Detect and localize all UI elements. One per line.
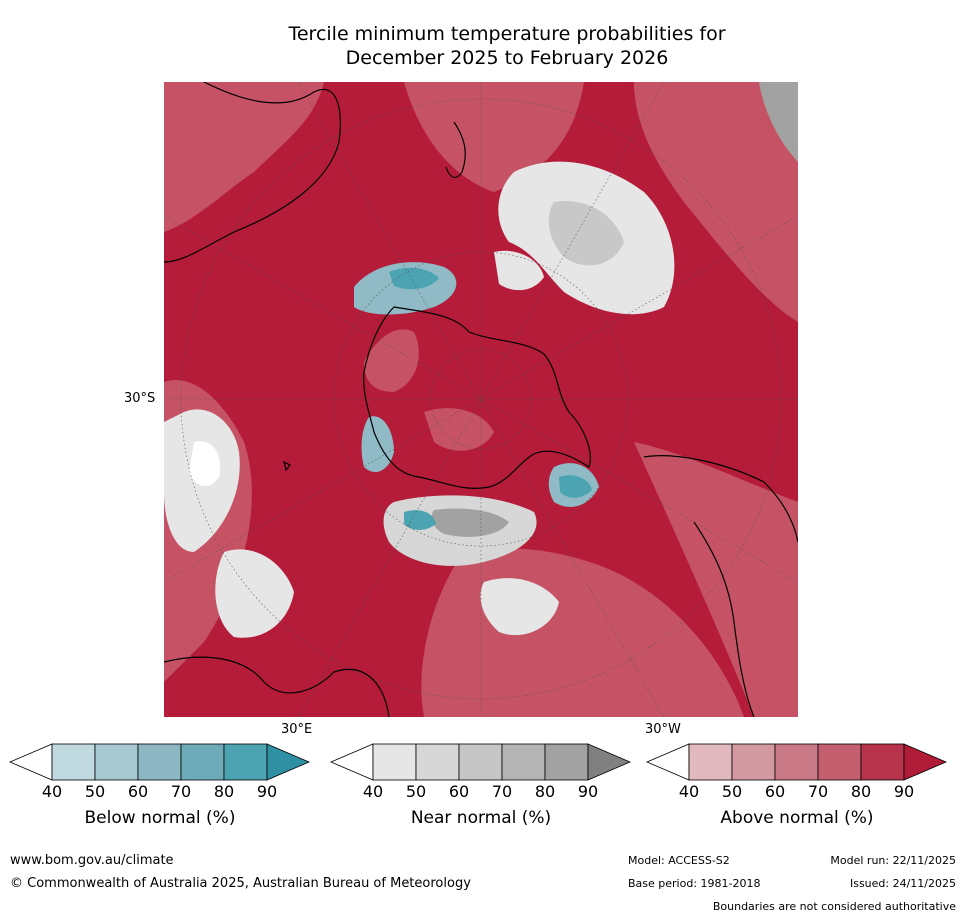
legend-near-tick-50: 50 bbox=[405, 782, 427, 801]
colorbar-near-bin-70 bbox=[501, 743, 546, 781]
coastlines bbox=[164, 82, 798, 717]
colorbar-near-max-arrow bbox=[587, 743, 632, 781]
legend-below-tick-70: 70 bbox=[170, 782, 192, 801]
colorbar-below-max-arrow bbox=[266, 743, 311, 781]
colorbar-below-bin-80 bbox=[223, 743, 268, 781]
website-link[interactable]: www.bom.gov.au/climate bbox=[10, 853, 174, 868]
near-normal-northeast-corner bbox=[759, 82, 798, 162]
near-normal-weddell-core bbox=[431, 508, 509, 537]
below-normal-east-antarctic-core bbox=[389, 267, 439, 290]
area-pacific-northeast bbox=[634, 82, 798, 322]
title-line-1: Tercile minimum temperature probabilitie… bbox=[288, 23, 726, 45]
near-normal-indian-white bbox=[189, 441, 221, 487]
legend-above-caption: Above normal (%) bbox=[720, 808, 874, 828]
map-canvas bbox=[164, 82, 798, 717]
area-indian-ocean-north bbox=[164, 82, 324, 232]
south-america-north-coast bbox=[643, 455, 798, 543]
legend-below-tick-90: 90 bbox=[256, 782, 278, 801]
issued-text: Issued: 24/11/2025 bbox=[849, 877, 956, 890]
graticule bbox=[164, 82, 798, 717]
colorbar-below-bin-40 bbox=[51, 743, 96, 781]
chart-title: Tercile minimum temperature probabilitie… bbox=[165, 22, 849, 70]
colorbar-above bbox=[646, 743, 948, 781]
colorbar-near-bin-60 bbox=[458, 743, 503, 781]
legend-below-tick-50: 50 bbox=[84, 782, 106, 801]
below-normal-drake-core bbox=[559, 475, 592, 498]
legend-near-caption: Near normal (%) bbox=[410, 808, 552, 828]
latitude-label-30s: 30°S bbox=[124, 391, 156, 406]
below-normal-weddell-west bbox=[361, 416, 394, 472]
colorbar-below-bin-70 bbox=[180, 743, 225, 781]
legend-near-tick-40: 40 bbox=[362, 782, 384, 801]
australia-coast bbox=[164, 82, 341, 263]
area-antarctica-interior bbox=[424, 408, 494, 451]
colorbar-near-bin-50 bbox=[415, 743, 460, 781]
legend-below-tick-40: 40 bbox=[41, 782, 63, 801]
model-run-text: Model run: 22/11/2025 bbox=[830, 854, 956, 867]
legend-near-normal bbox=[330, 743, 632, 781]
legend-above-tick-80: 80 bbox=[850, 782, 872, 801]
legend-above-tick-50: 50 bbox=[721, 782, 743, 801]
longitude-label-30w: 30°W bbox=[645, 722, 681, 737]
legend-near-tick-60: 60 bbox=[448, 782, 470, 801]
colorbar-near-bin-80 bbox=[544, 743, 589, 781]
legend-above-normal bbox=[646, 743, 948, 781]
legend-above-tick-70: 70 bbox=[807, 782, 829, 801]
colorbar-above-bin-60 bbox=[774, 743, 819, 781]
colorbar-below-bin-60 bbox=[137, 743, 182, 781]
below-normal-areas bbox=[354, 262, 599, 530]
legend-below-tick-60: 60 bbox=[127, 782, 149, 801]
title-line-2: December 2025 to February 2026 bbox=[345, 47, 669, 69]
legend-below-tick-80: 80 bbox=[213, 782, 235, 801]
longitude-label-30e: 30°E bbox=[281, 722, 313, 737]
antarctica-coast bbox=[363, 306, 591, 489]
legend-near-tick-80: 80 bbox=[534, 782, 556, 801]
legend-above-tick-60: 60 bbox=[764, 782, 786, 801]
disclaimer-text: Boundaries are not considered authoritat… bbox=[712, 900, 956, 913]
colorbar-below-min-arrow bbox=[9, 743, 53, 781]
legend-near-tick-90: 90 bbox=[577, 782, 599, 801]
colorbar-near bbox=[330, 743, 632, 781]
colorbar-above-bin-50 bbox=[731, 743, 776, 781]
colorbar-below bbox=[9, 743, 311, 781]
colorbar-above-min-arrow bbox=[646, 743, 690, 781]
colorbar-near-bin-40 bbox=[372, 743, 417, 781]
model-text: Model: ACCESS-S2 bbox=[628, 854, 730, 867]
area-antarctica-east bbox=[364, 329, 419, 392]
kerguelen-island bbox=[283, 460, 291, 472]
near-normal-south-atlantic bbox=[480, 578, 559, 636]
latitude-circle-80 bbox=[430, 348, 532, 450]
south-america-east-coast bbox=[693, 521, 755, 717]
colorbar-below-bin-50 bbox=[94, 743, 139, 781]
colorbar-above-max-arrow bbox=[903, 743, 948, 781]
new-zealand-coast bbox=[445, 121, 466, 179]
colorbar-above-bin-40 bbox=[688, 743, 733, 781]
legend-above-tick-40: 40 bbox=[678, 782, 700, 801]
near-normal-ross-sea bbox=[494, 250, 544, 291]
colorbar-near-min-arrow bbox=[330, 743, 374, 781]
legend-near-tick-70: 70 bbox=[491, 782, 513, 801]
area-south-america bbox=[634, 442, 798, 717]
colorbar-above-bin-80 bbox=[860, 743, 905, 781]
copyright-text: © Commonwealth of Australia 2025, Austra… bbox=[10, 876, 471, 891]
near-normal-areas bbox=[164, 82, 798, 638]
legend-below-caption: Below normal (%) bbox=[84, 808, 236, 828]
legend-below-normal bbox=[9, 743, 311, 781]
near-normal-pacific-core bbox=[548, 201, 624, 266]
colorbar-above-bin-70 bbox=[817, 743, 862, 781]
probability-map bbox=[164, 82, 798, 717]
near-normal-southern-indian bbox=[215, 549, 294, 638]
legend-above-tick-90: 90 bbox=[893, 782, 915, 801]
africa-coast bbox=[164, 656, 390, 717]
below-normal-weddell-core bbox=[404, 510, 436, 530]
base-period-text: Base period: 1981-2018 bbox=[628, 877, 761, 890]
